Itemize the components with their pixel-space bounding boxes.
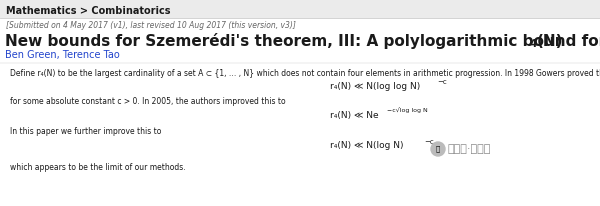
Text: −c: −c <box>437 79 447 85</box>
Text: −c: −c <box>424 139 434 145</box>
Text: r₄(N) ≪ N(log log N): r₄(N) ≪ N(log log N) <box>330 82 420 90</box>
Text: New bounds for Szemerédi's theorem, III: A polylogarithmic bound for r: New bounds for Szemerédi's theorem, III:… <box>5 33 600 49</box>
Text: Ben Green, Terence Tao: Ben Green, Terence Tao <box>5 50 120 60</box>
Text: which appears to be the limit of our methods.: which appears to be the limit of our met… <box>10 163 185 172</box>
Text: [Submitted on 4 May 2017 (v1), last revised 10 Aug 2017 (this version, v3)]: [Submitted on 4 May 2017 (v1), last revi… <box>6 21 296 29</box>
Bar <box>0 0 600 18</box>
Text: −c√log log N: −c√log log N <box>387 107 428 113</box>
Text: 4: 4 <box>529 39 536 49</box>
Text: (N): (N) <box>537 34 563 48</box>
Text: r₄(N) ≪ Ne: r₄(N) ≪ Ne <box>330 110 379 119</box>
Text: ;: ; <box>434 142 437 151</box>
Text: r₄(N) ≪ N(log N): r₄(N) ≪ N(log N) <box>330 142 404 151</box>
Circle shape <box>431 142 445 156</box>
Text: 公众号·量子位: 公众号·量子位 <box>448 144 491 154</box>
Text: 🐾: 🐾 <box>436 146 440 152</box>
Text: Mathematics > Combinatorics: Mathematics > Combinatorics <box>6 6 170 16</box>
Text: In this paper we further improve this to: In this paper we further improve this to <box>10 128 161 137</box>
Text: for some absolute constant c > 0. In 2005, the authors improved this to: for some absolute constant c > 0. In 200… <box>10 96 286 105</box>
Text: Define r₄(N) to be the largest cardinality of a set A ⊂ {1, … , N} which does no: Define r₄(N) to be the largest cardinali… <box>10 69 600 77</box>
